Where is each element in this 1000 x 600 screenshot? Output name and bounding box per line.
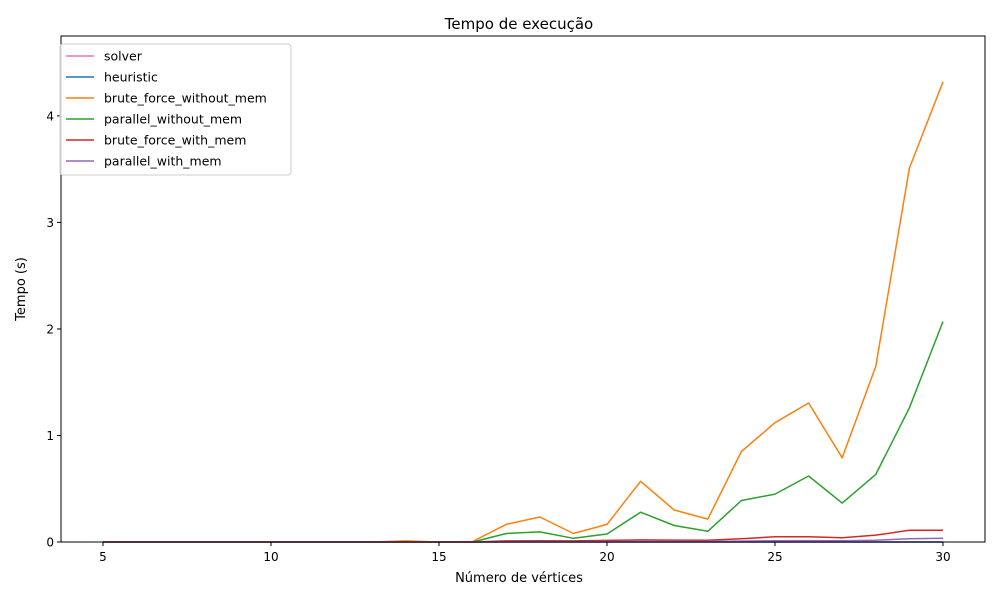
legend-label-heuristic: heuristic <box>104 70 158 85</box>
legend-label-brute_force_with_mem: brute_force_with_mem <box>104 133 246 148</box>
x-tick-label: 25 <box>767 550 782 564</box>
y-axis-label: Tempo (s) <box>14 257 29 322</box>
legend-label-parallel_without_mem: parallel_without_mem <box>104 112 242 127</box>
chart-title: Tempo de execução <box>444 15 593 33</box>
legend-label-parallel_with_mem: parallel_with_mem <box>104 154 222 169</box>
legend-label-brute_force_without_mem: brute_force_without_mem <box>104 91 267 106</box>
x-axis-label: Número de vértices <box>455 571 583 586</box>
legend-box <box>59 43 292 176</box>
y-axis: 0 1 2 3 4 <box>46 109 61 550</box>
plot-area-frame <box>60 35 986 543</box>
legend-label-solver: solver <box>104 49 143 64</box>
y-tick-label: 4 <box>46 109 54 123</box>
legend: solver heuristic brute_force_without_mempa… <box>59 43 292 176</box>
x-tick-label: 30 <box>935 550 950 564</box>
x-axis: 5 10 15 20 25 30 <box>99 542 951 564</box>
x-tick-label: 15 <box>431 550 446 564</box>
y-tick-label: 2 <box>46 322 54 336</box>
x-tick-label: 10 <box>263 550 278 564</box>
y-tick-label: 0 <box>46 536 54 550</box>
y-tick-label: 3 <box>46 216 54 230</box>
y-tick-label: 1 <box>46 429 54 443</box>
series-line-parallel_without_mem <box>103 321 944 543</box>
x-tick-label: 5 <box>99 550 107 564</box>
x-tick-label: 20 <box>599 550 614 564</box>
